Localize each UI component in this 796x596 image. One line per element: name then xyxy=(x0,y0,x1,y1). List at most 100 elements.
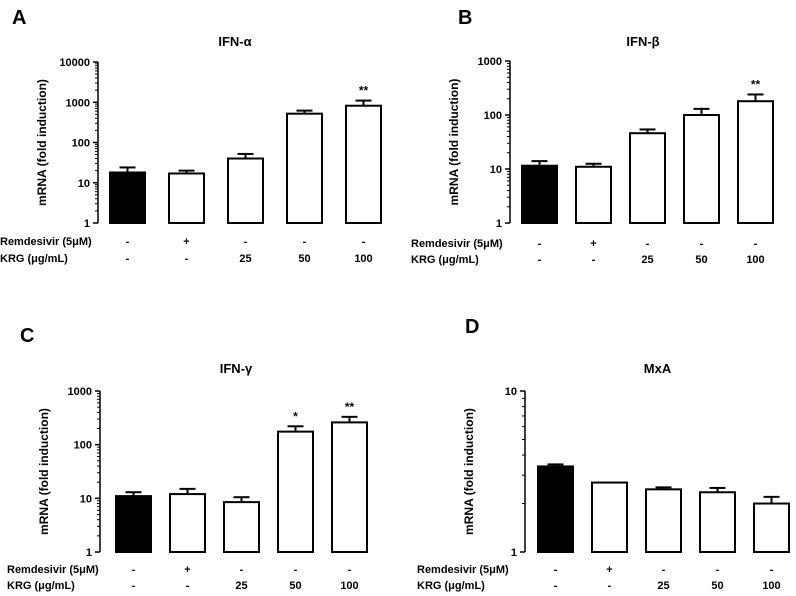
condition-value: - xyxy=(362,236,366,248)
chart-title: IFN-α xyxy=(218,34,251,49)
bar xyxy=(699,491,736,554)
condition-value: - xyxy=(303,236,307,248)
y-tick-label: 10000 xyxy=(59,57,90,69)
condition-value: 50 xyxy=(711,580,723,592)
condition-value: + xyxy=(606,564,612,576)
condition-value: - xyxy=(126,253,130,265)
y-tick-label: 10 xyxy=(505,386,517,398)
condition-value: - xyxy=(185,253,189,265)
bar xyxy=(753,502,790,554)
bar xyxy=(331,421,368,553)
condition-value: + xyxy=(183,236,189,248)
y-tick-label: 100 xyxy=(484,110,502,122)
significance-label: * xyxy=(293,409,298,423)
condition-value: 50 xyxy=(298,253,310,265)
bar xyxy=(591,481,628,554)
bar xyxy=(629,132,666,224)
y-axis-label: mRNA (fold induction) xyxy=(37,408,51,535)
panel-letter: C xyxy=(20,325,34,347)
y-tick-label: 100 xyxy=(74,440,92,452)
condition-value: 100 xyxy=(762,580,780,592)
y-tick-label: 1 xyxy=(84,218,90,230)
y-tick-label: 100 xyxy=(72,138,90,150)
condition-value: - xyxy=(538,238,542,250)
bar xyxy=(277,430,314,553)
panel-letter: D xyxy=(465,316,479,338)
condition-value: - xyxy=(294,564,298,576)
condition-value: 25 xyxy=(657,580,669,592)
bar xyxy=(537,465,574,553)
chart-title: MxA xyxy=(644,361,672,376)
condition-value: - xyxy=(592,254,596,266)
significance-label: ** xyxy=(359,84,369,98)
condition-row-label: KRG (μg/mL) xyxy=(417,580,485,592)
condition-row-label: KRG (μg/mL) xyxy=(0,253,68,265)
condition-value: - xyxy=(554,564,558,576)
y-axis-label: mRNA (fold induction) xyxy=(462,408,476,535)
y-tick-label: 1000 xyxy=(478,56,502,68)
bar xyxy=(575,165,612,225)
bar xyxy=(286,112,323,224)
condition-row-label: KRG (μg/mL) xyxy=(7,580,75,592)
significance-label: ** xyxy=(345,400,355,414)
condition-value: - xyxy=(700,238,704,250)
bar xyxy=(227,157,264,225)
condition-value: - xyxy=(770,564,774,576)
bar xyxy=(683,114,720,224)
y-tick-label: 1 xyxy=(496,218,502,230)
condition-value: - xyxy=(554,580,558,592)
condition-value: + xyxy=(590,238,596,250)
condition-value: 100 xyxy=(746,254,764,266)
panel-letter: A xyxy=(12,7,26,29)
condition-row-label: Remdesivir (5μM) xyxy=(411,238,503,250)
condition-value: - xyxy=(608,580,612,592)
condition-value: - xyxy=(126,236,130,248)
y-axis-label: mRNA (fold induction) xyxy=(447,79,461,206)
condition-value: + xyxy=(184,564,190,576)
chart-title: IFN-γ xyxy=(220,361,253,376)
bar xyxy=(168,172,205,224)
bar xyxy=(109,171,146,224)
condition-value: 25 xyxy=(235,580,247,592)
condition-value: - xyxy=(716,564,720,576)
condition-value: - xyxy=(240,564,244,576)
condition-value: - xyxy=(244,236,248,248)
panel-d: D MxA mRNA (fold induction) 1 10 Remdesivir (… xyxy=(417,316,790,592)
significance-label: ** xyxy=(751,77,761,91)
y-tick-label: 1 xyxy=(86,547,92,559)
condition-row-label: Remdesivir (5μM) xyxy=(0,236,92,248)
bar xyxy=(737,100,774,224)
condition-value: 100 xyxy=(340,580,358,592)
condition-row-label: Remdesivir (5μM) xyxy=(7,564,99,576)
condition-row-label: KRG (μg/mL) xyxy=(411,254,479,266)
bar xyxy=(169,493,206,554)
condition-value: - xyxy=(662,564,666,576)
y-tick-label: 1000 xyxy=(68,386,92,398)
condition-value: 25 xyxy=(641,254,653,266)
condition-value: - xyxy=(538,254,542,266)
panel-b: B IFN-β mRNA (fold induction) 1 10 100 1000 ** R… xyxy=(411,7,774,266)
bar xyxy=(115,495,152,554)
bar xyxy=(521,164,558,225)
condition-value: 100 xyxy=(354,253,372,265)
bar xyxy=(645,488,682,554)
chart-title: IFN-β xyxy=(626,34,659,49)
condition-value: - xyxy=(132,580,136,592)
condition-value: - xyxy=(754,238,758,250)
y-tick-label: 1 xyxy=(511,547,517,559)
condition-value: 50 xyxy=(695,254,707,266)
condition-value: - xyxy=(348,564,352,576)
y-tick-label: 10 xyxy=(78,178,90,190)
panel-letter: B xyxy=(458,7,472,29)
y-axis-label: mRNA (fold induction) xyxy=(35,79,49,206)
y-tick-label: 1000 xyxy=(66,97,90,109)
bar xyxy=(345,104,382,224)
condition-value: 50 xyxy=(289,580,301,592)
condition-value: - xyxy=(132,564,136,576)
bar xyxy=(223,501,260,553)
y-tick-label: 10 xyxy=(490,164,502,176)
condition-value: - xyxy=(646,238,650,250)
condition-value: 25 xyxy=(239,253,251,265)
